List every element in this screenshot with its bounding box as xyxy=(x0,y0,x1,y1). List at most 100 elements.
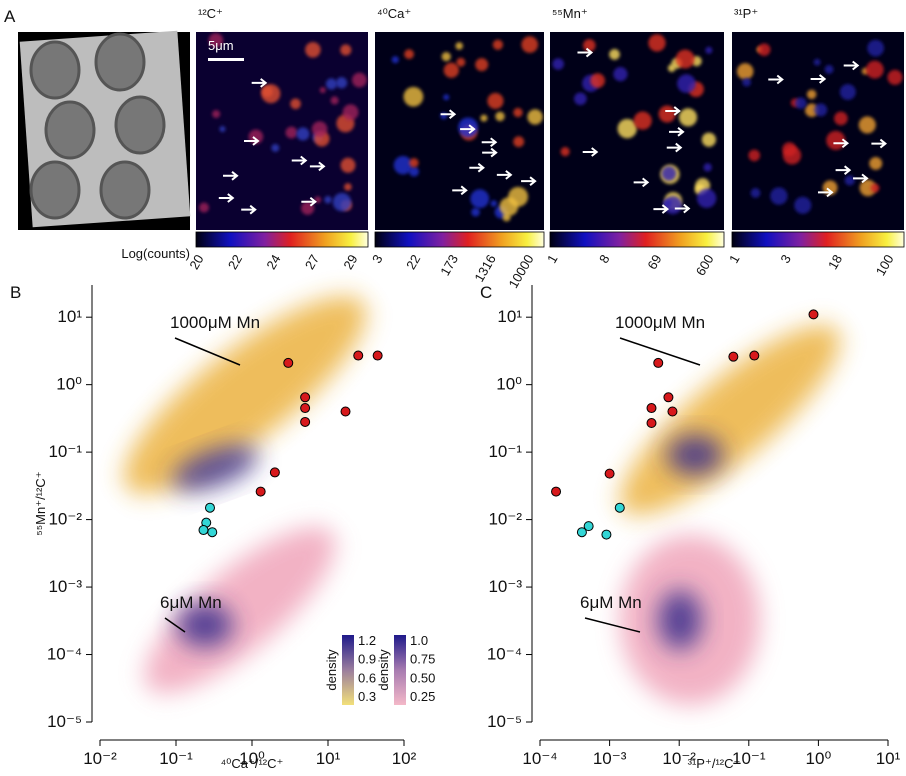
x-tick-label: 10¹ xyxy=(316,749,341,768)
colorbar-tick-label: 8 xyxy=(596,252,613,266)
point xyxy=(340,406,351,417)
ion-spot xyxy=(271,143,280,152)
density-colorbar-title: density xyxy=(376,649,391,691)
colorbar xyxy=(731,231,905,248)
ion-spot xyxy=(703,163,712,172)
y-tick-label: 10⁻³ xyxy=(488,577,522,596)
ion-spot xyxy=(208,32,224,48)
channel-title: ⁴⁰Ca⁺ xyxy=(377,6,411,21)
colorbar-tick-label: 18 xyxy=(825,252,845,272)
y-tick-label: 10⁻² xyxy=(48,510,82,529)
arrow xyxy=(853,173,869,184)
y-tick-label: 10⁻⁵ xyxy=(487,712,522,731)
point xyxy=(269,467,280,478)
arrow xyxy=(223,171,239,181)
arrow xyxy=(669,127,685,137)
x-axis-label: ³¹P⁺/¹²C⁺ xyxy=(688,756,741,771)
ion-spot xyxy=(527,109,543,125)
arrow xyxy=(666,142,683,153)
y-axis-label: ⁵⁵Mn⁺/¹²C⁺ xyxy=(33,471,48,535)
scale-bar xyxy=(208,58,244,61)
point xyxy=(255,486,266,497)
ion-spot xyxy=(261,86,273,98)
ion-spot xyxy=(826,130,846,150)
arrow xyxy=(653,204,670,214)
point xyxy=(583,521,594,532)
point xyxy=(198,525,209,536)
panel-label: C xyxy=(480,283,492,302)
ion-spot xyxy=(471,207,480,217)
ion-spot xyxy=(475,58,489,72)
ion-spot xyxy=(552,58,564,70)
ion-spot xyxy=(867,39,885,57)
ion-spot xyxy=(443,62,459,78)
x-tick-label: 10⁻² xyxy=(83,749,117,768)
ion-spot xyxy=(495,111,505,122)
point xyxy=(207,527,218,538)
ion-spot xyxy=(560,147,570,157)
x-tick-label: 10⁰ xyxy=(806,749,832,768)
point xyxy=(667,406,678,417)
ion-spot xyxy=(839,83,856,100)
arrow xyxy=(291,155,308,166)
arrow xyxy=(218,193,235,203)
ion-spot xyxy=(583,39,596,52)
density-cloud xyxy=(144,527,336,693)
density-core xyxy=(172,445,258,491)
ion-spot xyxy=(212,109,221,119)
point xyxy=(601,529,612,540)
arrow xyxy=(833,138,850,149)
colorbar xyxy=(195,231,369,248)
density-tick-label: 0.9 xyxy=(358,652,376,667)
point xyxy=(372,350,383,361)
ion-spot xyxy=(609,49,620,60)
annotation: 1000μM Mn xyxy=(615,313,705,332)
x-tick-label: 10⁻³ xyxy=(593,749,627,768)
density-colorbar xyxy=(342,635,354,705)
channel-title: ⁵⁵Mn⁺ xyxy=(552,6,588,21)
ion-spot xyxy=(351,72,367,88)
annotation: 6μM Mn xyxy=(160,593,222,612)
colorbar-tick-label: 22 xyxy=(403,252,423,272)
ion-spot xyxy=(794,196,812,214)
ion-spot xyxy=(678,108,698,127)
ion-spot xyxy=(814,103,828,117)
ion-spot xyxy=(513,107,523,118)
arrow xyxy=(482,147,498,158)
ion-spot xyxy=(470,189,490,209)
ion-spot xyxy=(617,118,637,139)
arrow xyxy=(460,124,476,134)
arrow xyxy=(843,60,860,71)
point xyxy=(576,527,587,538)
ion-spot xyxy=(865,60,884,79)
annotation-leader xyxy=(619,337,701,366)
ion-spot xyxy=(736,63,754,80)
arrow xyxy=(768,74,784,85)
arrow xyxy=(301,196,317,207)
cell xyxy=(29,40,81,100)
annotation: 1000μM Mn xyxy=(170,313,260,332)
point xyxy=(353,350,364,361)
x-tick-label: 10¹ xyxy=(876,749,901,768)
ion-spot xyxy=(663,196,682,215)
ion-spot xyxy=(324,195,332,204)
ion-spot xyxy=(869,156,883,170)
ion-spot xyxy=(887,69,903,85)
point xyxy=(808,309,819,320)
arrow xyxy=(251,78,268,88)
density-tick-label: 1.2 xyxy=(358,633,376,648)
arrow xyxy=(452,185,468,196)
cell xyxy=(44,100,96,160)
point xyxy=(300,416,311,427)
colorbar-tick-label: 173 xyxy=(437,252,461,278)
ion-spot xyxy=(404,49,414,60)
ion-spot xyxy=(285,126,298,139)
ion-spot xyxy=(342,104,359,121)
ion-spot xyxy=(806,89,817,100)
ion-spot xyxy=(696,188,717,208)
arrow xyxy=(810,74,827,84)
point xyxy=(551,486,562,497)
colorbar-tick-label: 29 xyxy=(340,252,360,272)
ion-spot xyxy=(750,188,761,198)
arrow xyxy=(835,165,852,175)
